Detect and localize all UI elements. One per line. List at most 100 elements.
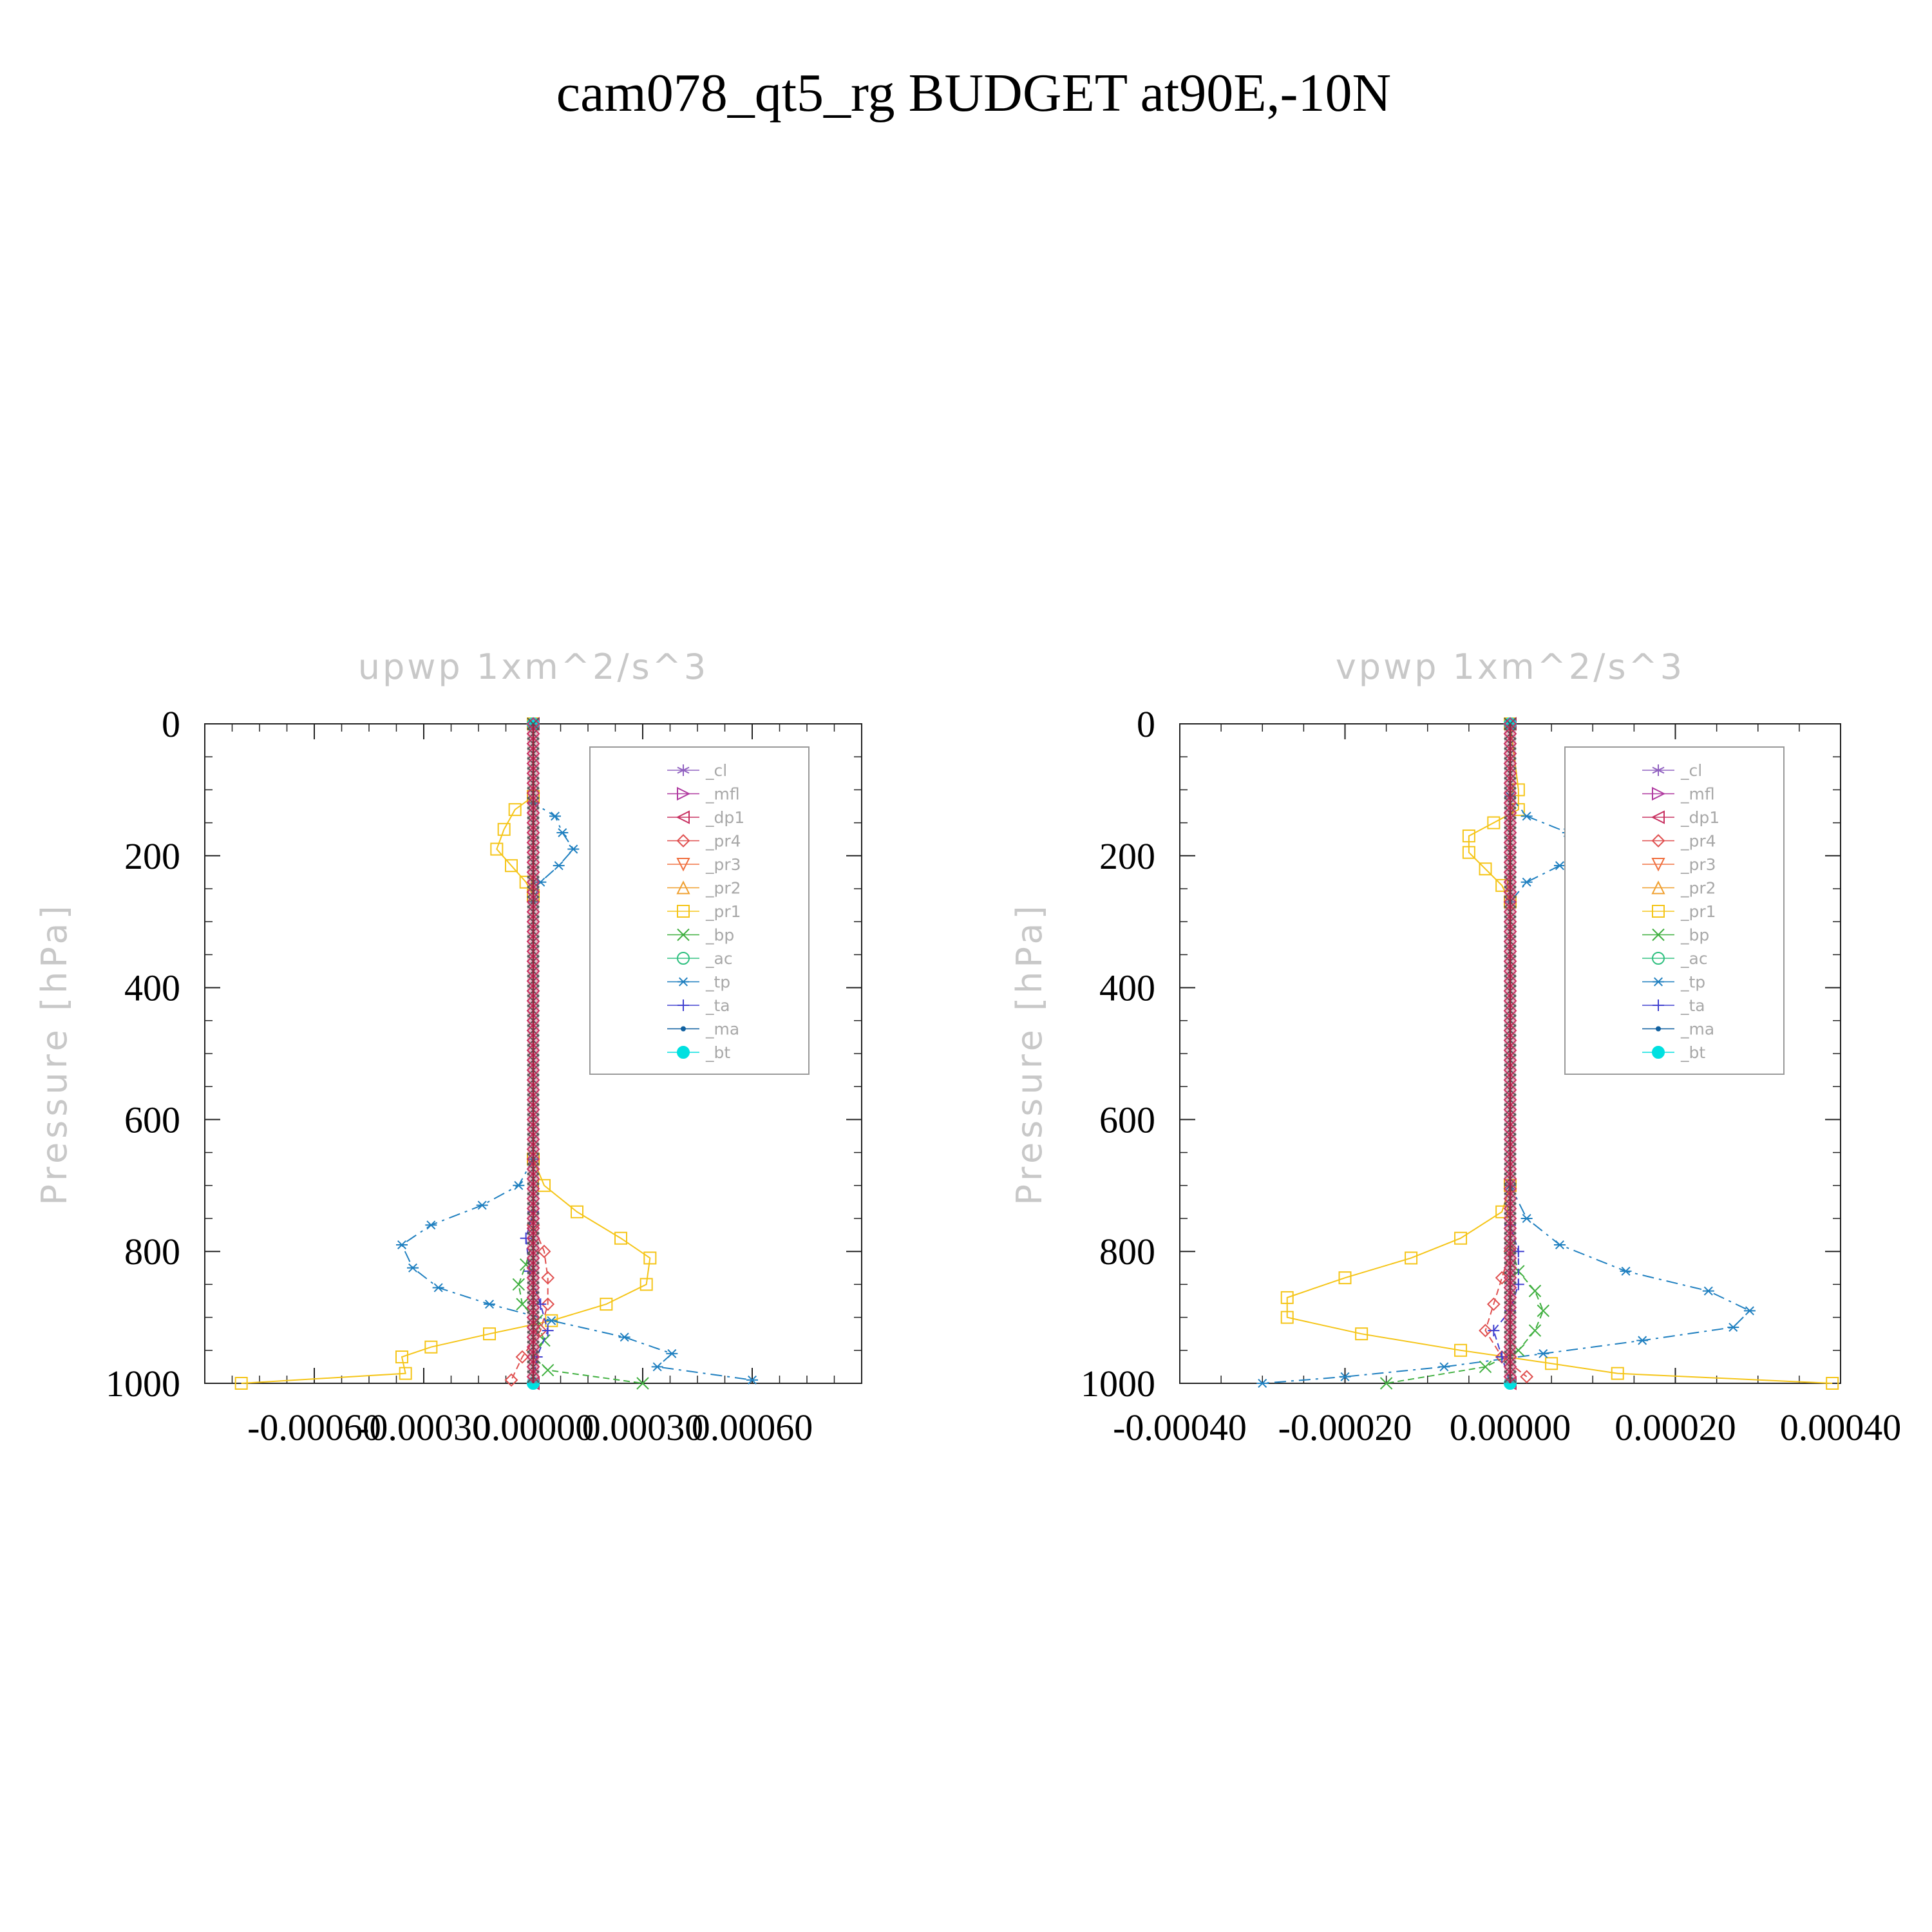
legend-label: _pr4: [1680, 832, 1716, 851]
legend-marker: [1651, 858, 1665, 872]
data-point: [1520, 1370, 1534, 1384]
legend-label: _pr3: [1680, 855, 1716, 874]
data-point: [556, 828, 569, 837]
legend-label: _ac: [705, 949, 733, 968]
y-axis-label: Pressure [hPa]: [34, 902, 75, 1205]
series-line: [1262, 724, 1751, 1384]
data-point: [519, 875, 533, 889]
legend-entry-cl: _cl: [1642, 761, 1702, 780]
x-tick-label: -0.00040: [1113, 1406, 1247, 1448]
legend-box: [1564, 746, 1785, 1075]
y-tick-label: 400: [1099, 967, 1155, 1009]
data-point: [746, 1375, 758, 1385]
legend-marker: [676, 834, 690, 848]
legend-entry-pr4: _pr4: [1642, 832, 1716, 851]
legend-label: _ac: [1680, 949, 1708, 968]
legend-marker: [1651, 834, 1665, 848]
data-point: [1545, 1357, 1558, 1370]
legend-entry-pr1: _pr1: [667, 902, 741, 921]
legend-label: _ma: [1680, 1020, 1714, 1039]
data-point: [1454, 1231, 1468, 1245]
data-point: [1462, 829, 1475, 843]
data-point: [395, 1350, 408, 1364]
data-point: [1520, 1213, 1533, 1224]
data-point: [508, 803, 522, 817]
data-point: [1528, 1324, 1542, 1337]
x-tick-label: -0.00060: [247, 1406, 381, 1448]
panel-vpwp: vpwp 1xm^2/s^3 Pressure [hPa] 0 200 400 600 80…: [1009, 647, 1901, 1448]
data-point: [1379, 1377, 1393, 1390]
data-point: [483, 1327, 496, 1341]
data-point: [537, 1244, 551, 1258]
data-point: [643, 1251, 657, 1265]
legend-marker: [676, 880, 690, 895]
legend-label: _bp: [1680, 926, 1709, 945]
data-point: [651, 1362, 663, 1372]
legend-marker: [677, 977, 689, 987]
y-tick-label: 200: [1099, 835, 1155, 877]
data-point: [432, 1283, 444, 1293]
legend-entry-pr2: _pr2: [1642, 879, 1716, 898]
data-point: [1620, 1266, 1632, 1276]
legend-entry-pr1: _pr1: [1642, 902, 1716, 921]
data-point: [399, 1367, 412, 1380]
data-point: [545, 1316, 558, 1325]
legend-label: _ta: [705, 996, 730, 1015]
y-tick-label: 0: [162, 703, 180, 745]
y-tick-label: 600: [1099, 1099, 1155, 1141]
x-tick-label: 0.00030: [582, 1406, 704, 1448]
x-tick-label: 0.00000: [473, 1406, 594, 1448]
data-point: [1520, 811, 1533, 821]
data-point: [1486, 1297, 1501, 1311]
panel-title: vpwp 1xm^2/s^3: [1336, 647, 1685, 687]
legend-label: _tp: [1680, 973, 1705, 992]
data-point: [636, 1377, 649, 1390]
data-point: [1528, 1284, 1542, 1298]
data-point: [1479, 862, 1492, 876]
legend-entry-pr2: _pr2: [667, 879, 741, 898]
data-point: [1512, 1278, 1524, 1291]
data-point: [512, 1278, 526, 1291]
legend-entry-tp: _tp: [667, 973, 730, 992]
legend-label: _pr3: [705, 855, 741, 874]
legend-marker: [1653, 999, 1664, 1011]
y-tick-label: 600: [124, 1099, 180, 1141]
legend-label: _dp1: [1680, 808, 1719, 827]
y-tick-label: 800: [1099, 1231, 1155, 1273]
data-point: [1355, 1327, 1368, 1341]
data-point: [1611, 1367, 1624, 1380]
legend-label: _ma: [705, 1020, 739, 1039]
data-point: [618, 1332, 630, 1342]
data-point: [1280, 1311, 1294, 1324]
legend-label: _bt: [1680, 1043, 1705, 1062]
legend-entry-dp1: _dp1: [1642, 808, 1719, 827]
legend-marker: [1651, 810, 1665, 824]
legend-label: _tp: [705, 973, 730, 992]
legend-label: _cl: [1680, 761, 1702, 780]
data-point: [234, 1377, 248, 1390]
legend-marker: [681, 1026, 686, 1032]
data-point: [1338, 1271, 1352, 1285]
legend-label: _pr4: [705, 832, 741, 851]
data-point: [396, 1240, 408, 1249]
legend-entry-mfl: _mfl: [667, 785, 740, 804]
legend-marker: [1652, 1046, 1665, 1059]
legend-entry-pr4: _pr4: [667, 832, 741, 851]
data-point: [1512, 1245, 1524, 1258]
data-point: [490, 842, 504, 856]
legend-entry-bt: _bt: [1642, 1043, 1705, 1062]
data-point: [476, 1200, 488, 1210]
data-point: [1727, 1322, 1739, 1332]
data-point: [535, 877, 547, 887]
legend-label: _pr1: [705, 902, 741, 921]
legend-entry-tp: _tp: [1642, 973, 1705, 992]
legend-marker: [676, 810, 690, 824]
legend-marker: [1652, 952, 1665, 965]
x-tick-label: 0.00000: [1450, 1406, 1571, 1448]
data-point: [1479, 1360, 1492, 1374]
data-point: [542, 1325, 554, 1337]
data-point: [516, 1298, 529, 1311]
series-line: [1286, 723, 1833, 1384]
data-point: [549, 811, 561, 821]
y-tick-label: 1000: [106, 1363, 180, 1405]
